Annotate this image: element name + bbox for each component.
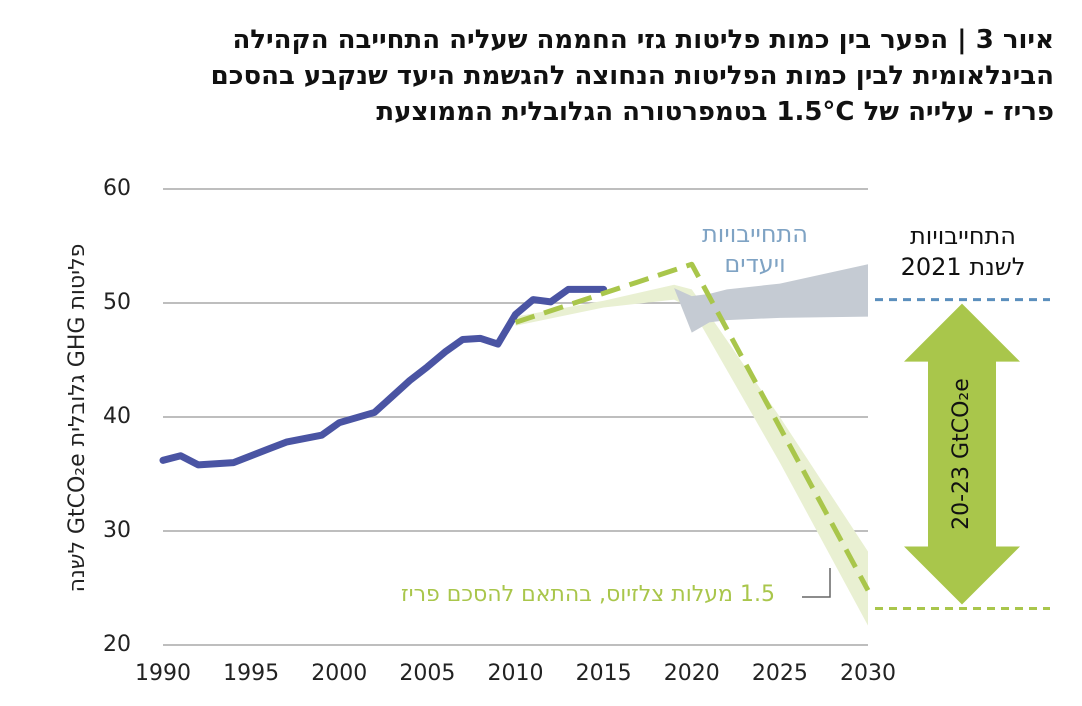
reference-label: לשנת 2021 xyxy=(901,253,1026,281)
line-series xyxy=(514,261,871,592)
title-line: פריז - עלייה של 1.5°C בטמפרטורה הגלובלית… xyxy=(376,97,1054,127)
chart-title: איור 3 | הפער בין כמות פליטות גזי החממה … xyxy=(94,22,1054,130)
x-tick-label: 2030 xyxy=(840,661,896,686)
x-tick-label: 2015 xyxy=(576,661,632,686)
range-band xyxy=(656,264,868,333)
y-axis-label: פליטות GHG גלובלית GtCO₂e לשנה xyxy=(65,244,90,593)
y-tick-label: 20 xyxy=(103,632,131,657)
y-tick-label: 60 xyxy=(103,176,131,201)
x-tick-label: 2010 xyxy=(488,661,544,686)
x-tick-label: 1995 xyxy=(223,661,279,686)
title-line: הבינלאומית לבין כמות הפליטות הנחוצה להגש… xyxy=(210,61,1054,91)
title-line: איור 3 | הפער בין כמות פליטות גזי החממה … xyxy=(232,25,1054,55)
x-tick-label: 2020 xyxy=(664,661,720,686)
x-tick-label: 1990 xyxy=(135,661,191,686)
band-label: ויעדים xyxy=(724,250,785,278)
series-label: 1.5 מעלות צלזיוס, בהתאם להסכם פריז xyxy=(401,582,775,607)
y-tick-label: 50 xyxy=(103,290,131,315)
reference-label: התחייבויות xyxy=(910,222,1016,250)
y-tick-label: 30 xyxy=(103,518,131,543)
x-tick-label: 2005 xyxy=(399,661,455,686)
leader-line xyxy=(802,568,831,598)
range-band xyxy=(515,284,868,626)
gap-arrow xyxy=(904,303,1020,605)
y-tick-label: 40 xyxy=(103,404,131,429)
arrow-label: 20-23 GtCO₂e xyxy=(949,378,974,530)
x-tick-label: 2000 xyxy=(311,661,367,686)
line-series xyxy=(159,285,608,469)
band-label: התחייבויות xyxy=(702,220,808,248)
x-tick-label: 2025 xyxy=(752,661,808,686)
